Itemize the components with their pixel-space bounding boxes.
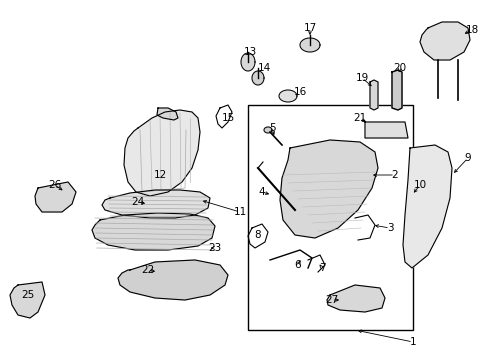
Polygon shape	[326, 285, 384, 312]
Text: 10: 10	[412, 180, 426, 190]
Text: 2: 2	[391, 170, 398, 180]
Text: 11: 11	[233, 207, 246, 217]
Text: 14: 14	[257, 63, 270, 73]
Ellipse shape	[241, 53, 254, 71]
Polygon shape	[369, 80, 377, 110]
Ellipse shape	[279, 90, 296, 102]
Text: 19: 19	[355, 73, 368, 83]
Text: 23: 23	[208, 243, 221, 253]
Polygon shape	[35, 182, 76, 212]
Text: 25: 25	[21, 290, 35, 300]
Text: 6: 6	[294, 260, 301, 270]
Ellipse shape	[251, 71, 264, 85]
Text: 9: 9	[464, 153, 470, 163]
Text: 21: 21	[353, 113, 366, 123]
Text: 26: 26	[48, 180, 61, 190]
Polygon shape	[280, 140, 377, 238]
Polygon shape	[10, 282, 45, 318]
Text: 16: 16	[293, 87, 306, 97]
Polygon shape	[402, 145, 451, 268]
Text: 7: 7	[318, 263, 325, 273]
Polygon shape	[102, 190, 209, 218]
Text: 17: 17	[303, 23, 316, 33]
Polygon shape	[157, 108, 178, 120]
Text: 18: 18	[465, 25, 478, 35]
Text: 20: 20	[393, 63, 406, 73]
Ellipse shape	[299, 38, 319, 52]
Text: 15: 15	[221, 113, 234, 123]
Polygon shape	[391, 70, 401, 110]
Ellipse shape	[264, 127, 271, 133]
Text: 27: 27	[325, 295, 338, 305]
Polygon shape	[419, 22, 469, 60]
Text: 22: 22	[141, 265, 154, 275]
Text: 4: 4	[258, 187, 265, 197]
Text: 13: 13	[243, 47, 256, 57]
Polygon shape	[92, 213, 215, 250]
Polygon shape	[124, 110, 200, 196]
Text: 24: 24	[131, 197, 144, 207]
Text: 5: 5	[268, 123, 275, 133]
Polygon shape	[118, 260, 227, 300]
Text: 3: 3	[386, 223, 392, 233]
Text: 8: 8	[254, 230, 261, 240]
Bar	[247, 105, 412, 330]
Text: 12: 12	[153, 170, 166, 180]
Polygon shape	[364, 122, 407, 138]
Text: 1: 1	[409, 337, 415, 347]
